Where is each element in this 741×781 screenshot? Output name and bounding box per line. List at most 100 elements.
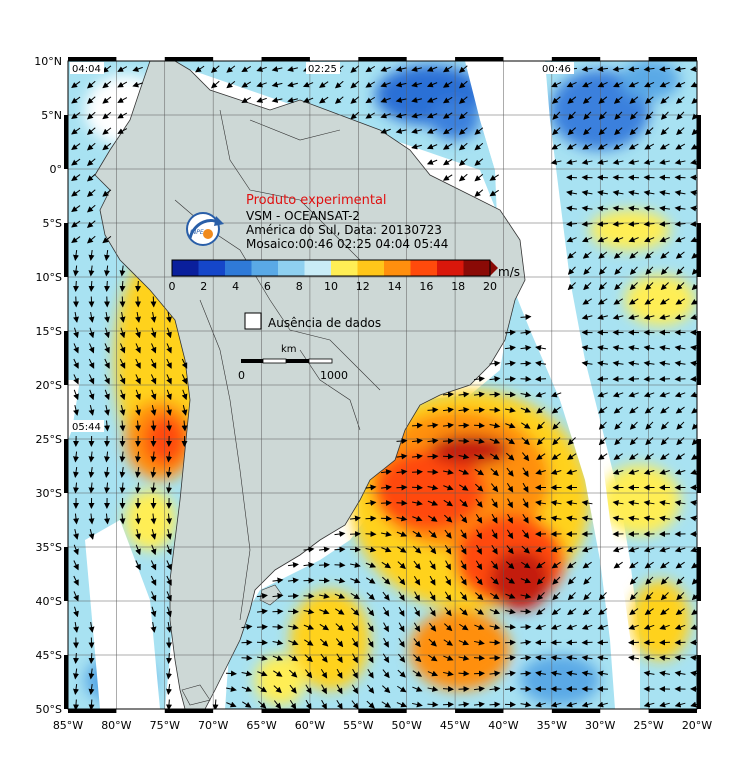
wind-arrow — [458, 469, 470, 475]
wind-arrow — [552, 111, 561, 120]
wind-arrow — [73, 265, 79, 277]
wind-arrow — [335, 608, 345, 615]
wind-arrow — [566, 221, 578, 227]
wind-arrow — [660, 576, 669, 585]
frame-segment — [64, 331, 68, 385]
wind-arrow — [536, 421, 545, 430]
wind-arrow — [491, 529, 498, 540]
wind-arrow — [645, 127, 654, 136]
wind-arrow — [241, 97, 252, 104]
wind-arrow — [429, 560, 436, 571]
wind-arrow — [210, 65, 220, 73]
wind-arrow — [674, 236, 686, 243]
wind-arrow — [581, 345, 593, 351]
colorbar-tick-label: 16 — [419, 280, 433, 293]
wind-arrow — [613, 143, 624, 150]
wind-arrow — [581, 66, 593, 72]
wind-arrow — [659, 469, 670, 475]
wind-arrow — [458, 158, 468, 166]
wind-arrow — [643, 376, 655, 382]
wind-arrow — [396, 500, 408, 506]
wind-arrow — [367, 653, 374, 664]
wind-arrow — [150, 621, 157, 633]
wind-arrow — [551, 81, 562, 88]
wind-arrow — [676, 576, 685, 585]
wind-arrow — [427, 686, 439, 692]
wind-arrow — [226, 80, 236, 89]
wind-arrow — [659, 655, 671, 661]
wind-arrow — [352, 668, 358, 679]
wind-arrow — [597, 298, 608, 305]
wind-arrow — [506, 529, 514, 540]
wind-arrow — [659, 391, 670, 398]
wind-arrow — [104, 265, 110, 277]
wind-arrow — [383, 622, 389, 633]
wind-arrow — [690, 360, 697, 367]
wind-arrow — [117, 97, 128, 103]
wind-arrow — [597, 345, 609, 351]
scale-bar: km 0 1000 — [238, 344, 348, 382]
wind-arrow — [598, 127, 608, 136]
wind-arrow — [691, 423, 697, 430]
wind-arrow — [396, 531, 408, 537]
colorbar-tick-label: 12 — [356, 280, 370, 293]
wind-arrow — [504, 686, 516, 692]
wind-arrow — [489, 391, 501, 398]
wind-arrow — [102, 96, 112, 104]
wind-arrow — [351, 684, 359, 695]
wind-arrow — [660, 96, 670, 104]
wind-arrow — [102, 142, 112, 151]
wind-arrow — [304, 639, 314, 646]
wind-arrow — [475, 560, 483, 571]
wind-arrow — [583, 592, 592, 601]
wind-arrow — [597, 236, 608, 243]
wind-arrow — [303, 546, 315, 553]
wind-arrow — [104, 327, 110, 339]
frame-segment — [64, 655, 68, 709]
wind-arrow — [550, 701, 562, 708]
wind-arrow — [644, 143, 655, 150]
wind-arrow — [166, 683, 172, 695]
wind-arrow — [643, 345, 655, 351]
colorbar-unit: m/s — [498, 265, 520, 279]
wind-arrow — [73, 249, 79, 261]
wind-arrow — [132, 81, 143, 88]
wind-arrow — [473, 701, 485, 708]
wind-arrow — [366, 700, 375, 709]
wind-arrow — [135, 529, 141, 540]
frame-segment — [164, 709, 214, 713]
wind-arrow — [597, 174, 609, 181]
wind-arrow — [73, 451, 79, 463]
wind-arrow — [522, 467, 529, 478]
wind-arrow — [597, 205, 609, 212]
wind-arrow — [628, 624, 639, 630]
wind-arrow — [460, 560, 467, 571]
wind-arrow — [226, 686, 237, 692]
wind-arrow — [536, 406, 546, 414]
wind-arrow — [475, 498, 483, 508]
wind-arrow — [381, 531, 392, 537]
wind-arrow — [397, 685, 407, 693]
wind-arrow — [444, 623, 453, 632]
wind-arrow — [535, 670, 547, 677]
wind-arrow — [536, 453, 546, 460]
wind-arrow — [429, 607, 436, 617]
wind-arrow — [612, 360, 624, 367]
wind-arrow — [71, 158, 81, 166]
wind-arrow — [365, 562, 377, 568]
wind-arrow — [690, 174, 697, 181]
wind-arrow — [660, 592, 669, 601]
wind-arrow — [304, 654, 313, 663]
wind-arrow — [566, 236, 577, 243]
latitude-label: 20°S — [36, 379, 62, 392]
wind-arrow — [104, 358, 110, 369]
wind-arrow — [505, 577, 516, 584]
wind-arrow — [690, 624, 697, 630]
colorbar-swatch — [304, 260, 332, 276]
wind-arrow — [612, 469, 624, 475]
wind-arrow — [381, 701, 392, 708]
wind-arrow — [119, 466, 126, 478]
colorbar-swatch — [410, 260, 438, 276]
wind-arrow — [491, 513, 498, 524]
wind-arrow — [166, 466, 172, 478]
